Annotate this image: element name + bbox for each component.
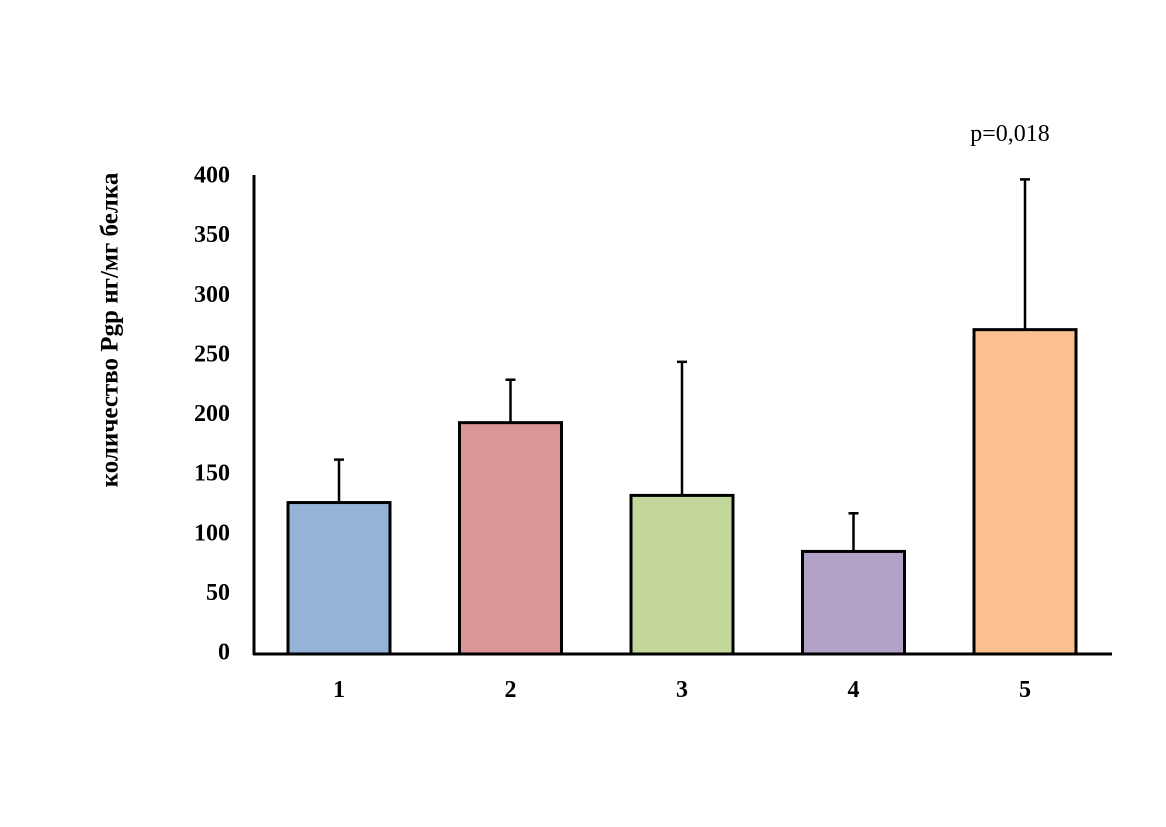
bar-4 [801,549,906,656]
x-tick-label: 4 [848,677,860,703]
x-tick-labels: 1 2 3 4 5 [333,677,1031,703]
y-tick-label: 300 [194,282,230,308]
p-value-annotation: p=0,018 [970,121,1050,147]
error-bars [334,178,1030,552]
annotations: p=0,018 [970,121,1050,147]
x-tick-label: 1 [333,677,345,703]
y-tick-label: 50 [206,580,230,606]
bar-3 [629,493,735,656]
y-axis-title-group: количество Pgp нг/мг белка [97,172,124,487]
y-axis-title: количество Pgp нг/мг белка [97,172,124,487]
y-tick-label: 350 [194,222,230,248]
y-tick-label: 0 [218,640,230,666]
x-tick-label: 3 [676,677,688,703]
y-tick-label: 100 [194,520,230,546]
y-tick-label: 200 [194,401,230,427]
y-tick-label: 400 [194,163,230,189]
x-tick-label: 5 [1019,677,1031,703]
y-tick-label: 250 [194,341,230,367]
bar-1 [286,501,392,656]
y-tick-label: 150 [194,461,230,487]
x-tick-label: 2 [505,677,517,703]
bar-5 [972,328,1078,656]
y-ticks: 0 50 100 150 200 250 300 350 400 [194,163,230,666]
bar-2 [458,421,563,656]
